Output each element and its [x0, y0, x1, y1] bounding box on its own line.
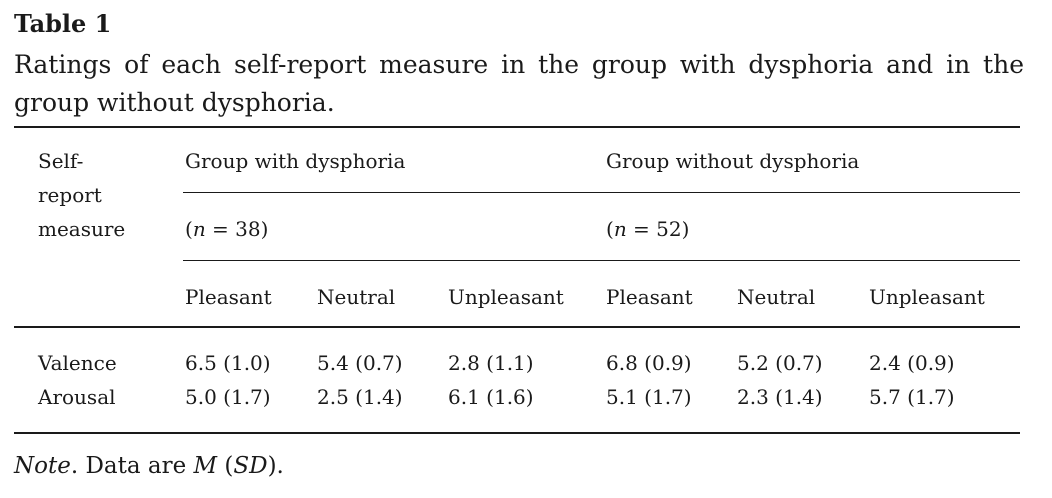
condition-header: Neutral	[317, 285, 396, 309]
table-cell: 2.4 (0.9)	[869, 351, 955, 375]
n-without: (n = 52)	[606, 212, 689, 246]
measure-header-line-2: report	[38, 183, 102, 207]
condition-header: Pleasant	[185, 285, 272, 309]
table-cell: 2.5 (1.4)	[317, 385, 403, 409]
table-cell: 5.7 (1.7)	[869, 385, 955, 409]
table-cell: 6.8 (0.9)	[606, 351, 692, 375]
table-cell: 2.3 (1.4)	[737, 385, 823, 409]
table-cell: 5.0 (1.7)	[185, 385, 271, 409]
group-without-header: Group without dysphoria	[606, 149, 860, 173]
n-without-value: = 52)	[626, 217, 690, 241]
n-with-open: (	[185, 217, 193, 241]
measure-header-line-3: measure	[38, 217, 126, 241]
condition-header: Unpleasant	[448, 285, 564, 309]
table-cell: 5.1 (1.7)	[606, 385, 692, 409]
table-cell: 5.4 (0.7)	[317, 351, 403, 375]
n-with-value: = 38)	[205, 217, 269, 241]
table-cell: 6.5 (1.0)	[185, 351, 271, 375]
row-label-arousal: Arousal	[38, 385, 116, 409]
n-with: (n = 38)	[185, 212, 268, 246]
table-cell: 2.8 (1.1)	[448, 351, 534, 375]
row-label-valence: Valence	[38, 351, 117, 375]
note-sd-symbol: SD	[233, 453, 268, 479]
condition-header: Unpleasant	[869, 285, 985, 309]
bottom-rule	[14, 432, 1020, 434]
table-label: Table 1	[14, 9, 112, 38]
group-rule	[183, 192, 1020, 193]
note-text-2: (	[217, 453, 234, 479]
table-cell: 6.1 (1.6)	[448, 385, 534, 409]
note-text-3: ).	[267, 453, 284, 479]
measure-header-line-1: Self-	[38, 149, 84, 173]
note-text-1: . Data are	[70, 453, 194, 479]
note-label: Note	[14, 453, 71, 479]
n-rule	[183, 260, 1020, 261]
table-cell: 5.2 (0.7)	[737, 351, 823, 375]
condition-header: Pleasant	[606, 285, 693, 309]
header-bottom-rule	[14, 326, 1020, 328]
table-caption: Ratings of each self-report measure in t…	[14, 50, 1024, 117]
group-with-header: Group with dysphoria	[185, 149, 406, 173]
table-note: Note. Data are M (SD).	[14, 449, 284, 483]
n-without-var: n	[613, 217, 627, 241]
n-without-open: (	[606, 217, 614, 241]
condition-header: Neutral	[737, 285, 816, 309]
note-mean-symbol: M	[193, 453, 218, 479]
top-rule	[14, 126, 1020, 128]
n-with-var: n	[192, 217, 206, 241]
